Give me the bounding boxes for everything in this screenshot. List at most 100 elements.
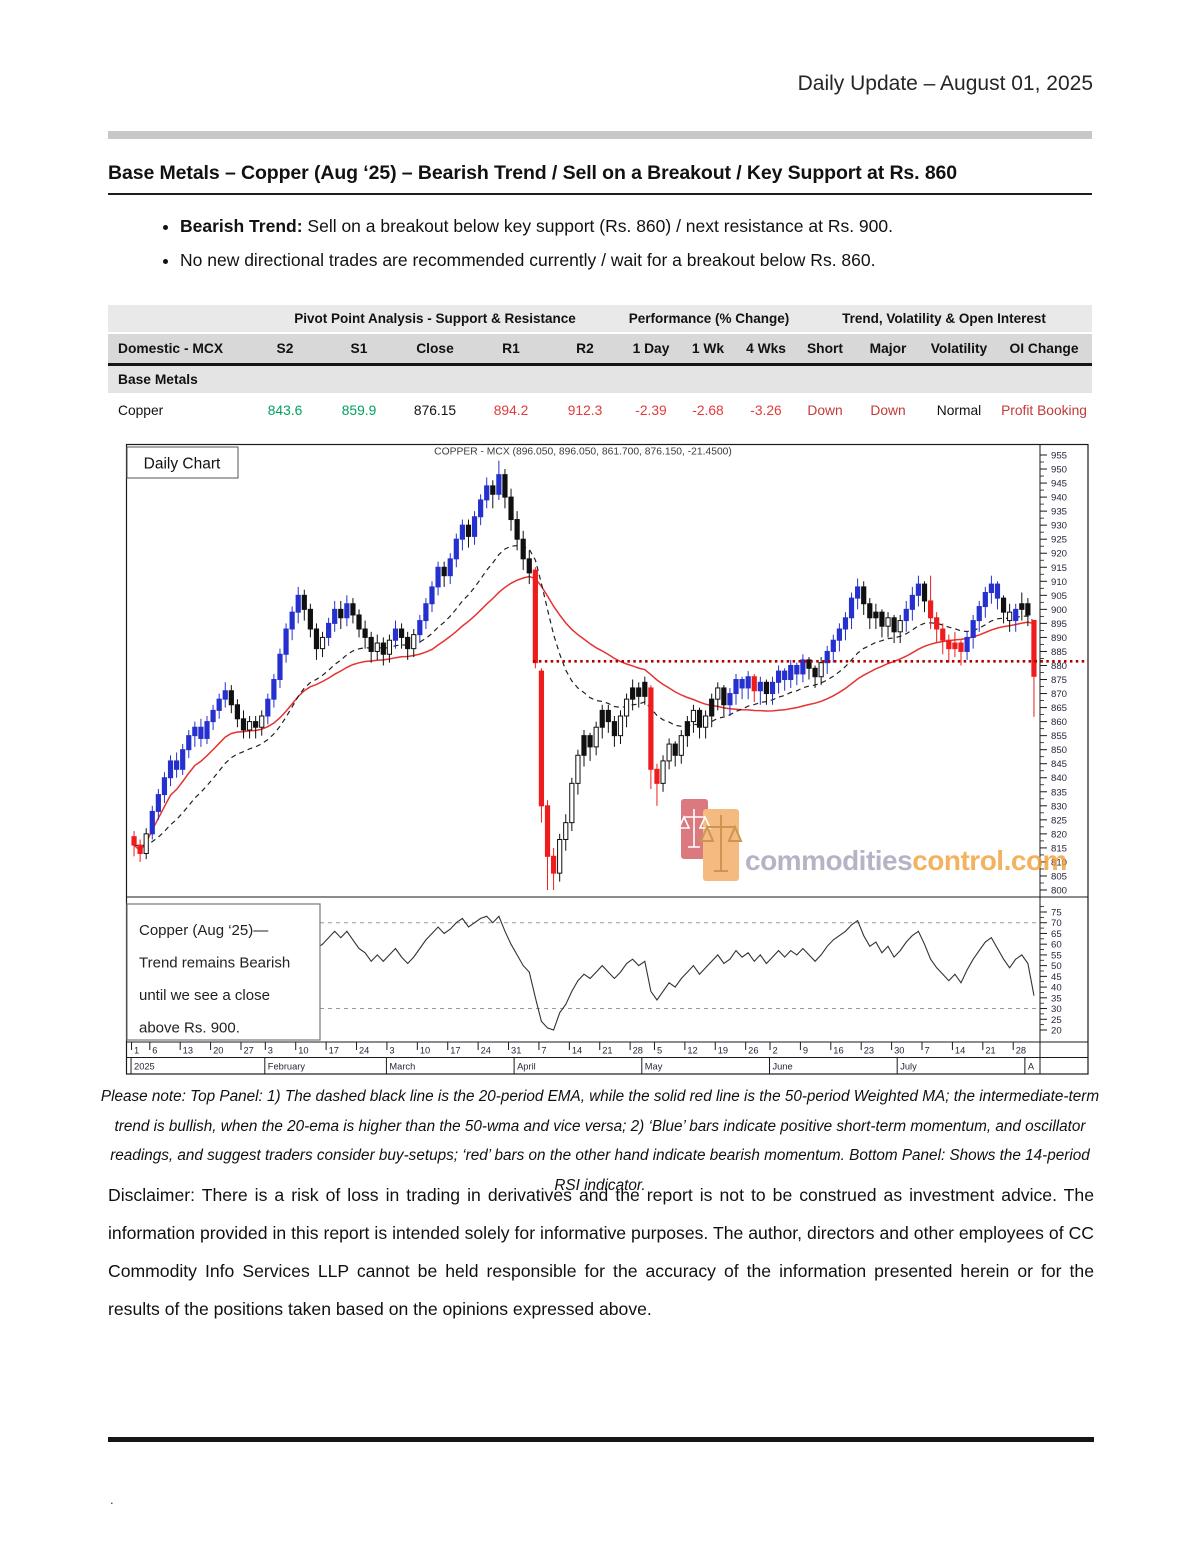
svg-text:50: 50 [1051, 961, 1062, 972]
pivot-table: Pivot Point Analysis - Support & Resista… [108, 305, 1093, 426]
cell-4wks: -3.26 [736, 394, 796, 426]
section-base-metals: Base Metals [108, 364, 1093, 395]
svg-text:July: July [900, 1062, 917, 1072]
svg-text:3: 3 [268, 1046, 273, 1056]
svg-text:20: 20 [213, 1046, 223, 1056]
svg-text:900: 900 [1051, 605, 1067, 616]
cell-1wk: -2.68 [680, 394, 736, 426]
bullet-no-trades: No new directional trades are recommende… [180, 250, 1140, 271]
svg-text:27: 27 [243, 1046, 253, 1056]
svg-text:14: 14 [572, 1046, 582, 1056]
group-header-pivot: Pivot Point Analysis - Support & Resista… [248, 305, 622, 333]
svg-text:28: 28 [633, 1046, 643, 1056]
svg-text:21: 21 [985, 1046, 995, 1056]
svg-text:810: 810 [1051, 857, 1067, 868]
svg-text:865: 865 [1051, 703, 1067, 714]
svg-text:65: 65 [1051, 929, 1062, 940]
col-1day: 1 Day [622, 332, 680, 366]
svg-text:915: 915 [1051, 563, 1067, 574]
cell-r2: 912.3 [548, 394, 622, 426]
svg-text:920: 920 [1051, 549, 1067, 560]
svg-text:815: 815 [1051, 843, 1067, 854]
svg-text:835: 835 [1051, 787, 1067, 798]
cell-major: Down [854, 394, 922, 426]
svg-text:17: 17 [329, 1046, 339, 1056]
svg-text:13: 13 [183, 1046, 193, 1056]
svg-text:45: 45 [1051, 972, 1062, 983]
cell-name: Copper [108, 394, 248, 426]
svg-text:55: 55 [1051, 950, 1062, 961]
svg-text:75: 75 [1051, 908, 1062, 919]
svg-text:820: 820 [1051, 829, 1067, 840]
cell-1day: -2.39 [622, 394, 680, 426]
svg-text:28: 28 [1016, 1046, 1026, 1056]
col-major: Major [854, 332, 922, 366]
col-1wk: 1 Wk [680, 332, 736, 366]
svg-text:875: 875 [1051, 675, 1067, 686]
svg-text:26: 26 [748, 1046, 758, 1056]
svg-text:21: 21 [602, 1046, 612, 1056]
stray-dot: . [110, 1492, 114, 1507]
svg-text:above Rs. 900.: above Rs. 900. [139, 1020, 240, 1037]
svg-text:April: April [517, 1062, 536, 1072]
divider-bar [108, 131, 1092, 139]
svg-text:870: 870 [1051, 689, 1067, 700]
svg-text:925: 925 [1051, 535, 1067, 546]
svg-text:7: 7 [541, 1046, 546, 1056]
group-header-trend: Trend, Volatility & Open Interest [796, 305, 1093, 333]
table-group-header-row: Pivot Point Analysis - Support & Resista… [108, 305, 1093, 333]
col-domestic-mcx: Domestic - MCX [108, 332, 248, 366]
report-date: Daily Update – August 01, 2025 [797, 72, 1093, 95]
svg-text:Daily Chart: Daily Chart [144, 456, 221, 473]
svg-text:1: 1 [134, 1046, 139, 1056]
svg-text:895: 895 [1051, 619, 1067, 630]
daily-chart: COPPER - MCX (896.050, 896.050, 861.700,… [125, 443, 1089, 1075]
svg-text:855: 855 [1051, 731, 1067, 742]
table-column-header-row: Domestic - MCX S2 S1 Close R1 R2 1 Day 1… [108, 332, 1093, 366]
svg-text:30: 30 [894, 1046, 904, 1056]
svg-text:June: June [772, 1062, 792, 1072]
svg-text:24: 24 [481, 1046, 491, 1056]
svg-text:10: 10 [420, 1046, 430, 1056]
svg-text:May: May [645, 1062, 663, 1072]
cell-r1: 894.2 [474, 394, 548, 426]
svg-text:February: February [268, 1062, 306, 1072]
svg-text:20: 20 [1051, 1026, 1062, 1037]
svg-text:930: 930 [1051, 521, 1067, 532]
cell-close: 876.15 [396, 394, 474, 426]
svg-text:17: 17 [450, 1046, 460, 1056]
bullet-text: Sell on a breakout below key support (Rs… [302, 216, 893, 236]
cell-s1: 859.9 [322, 394, 396, 426]
cell-oi-change: Profit Booking [996, 394, 1093, 426]
svg-text:945: 945 [1051, 479, 1067, 490]
col-close: Close [396, 332, 474, 366]
svg-text:9: 9 [803, 1046, 808, 1056]
svg-text:70: 70 [1051, 918, 1062, 929]
svg-text:COPPER - MCX (896.050, 896.050: COPPER - MCX (896.050, 896.050, 861.700,… [434, 447, 732, 458]
svg-text:40: 40 [1051, 983, 1062, 994]
col-volatility: Volatility [922, 332, 996, 366]
please-note: Please note: Top Panel: 1) The dashed bl… [100, 1088, 1100, 1194]
svg-text:845: 845 [1051, 759, 1067, 770]
svg-text:825: 825 [1051, 815, 1067, 826]
svg-text:14: 14 [955, 1046, 965, 1056]
svg-text:840: 840 [1051, 773, 1067, 784]
svg-text:commoditiescontrol.com: commoditiescontrol.com [745, 845, 1067, 876]
summary-bullets: Bearish Trend: Sell on a breakout below … [108, 216, 1140, 284]
svg-text:940: 940 [1051, 493, 1067, 504]
svg-text:935: 935 [1051, 507, 1067, 518]
svg-text:12: 12 [687, 1046, 697, 1056]
bullet-bold-label: Bearish Trend: [180, 216, 303, 236]
svg-text:905: 905 [1051, 591, 1067, 602]
group-header-performance: Performance (% Change) [622, 305, 796, 333]
svg-text:880: 880 [1051, 661, 1067, 672]
disclaimer: Disclaimer: There is a risk of loss in t… [108, 1185, 1094, 1319]
cell-short: Down [796, 394, 854, 426]
svg-text:2: 2 [772, 1046, 777, 1056]
svg-text:19: 19 [718, 1046, 728, 1056]
svg-text:35: 35 [1051, 993, 1062, 1004]
col-s2: S2 [248, 332, 322, 366]
bullet-bearish-trend: Bearish Trend: Sell on a breakout below … [180, 216, 1140, 237]
svg-text:30: 30 [1051, 1004, 1062, 1015]
